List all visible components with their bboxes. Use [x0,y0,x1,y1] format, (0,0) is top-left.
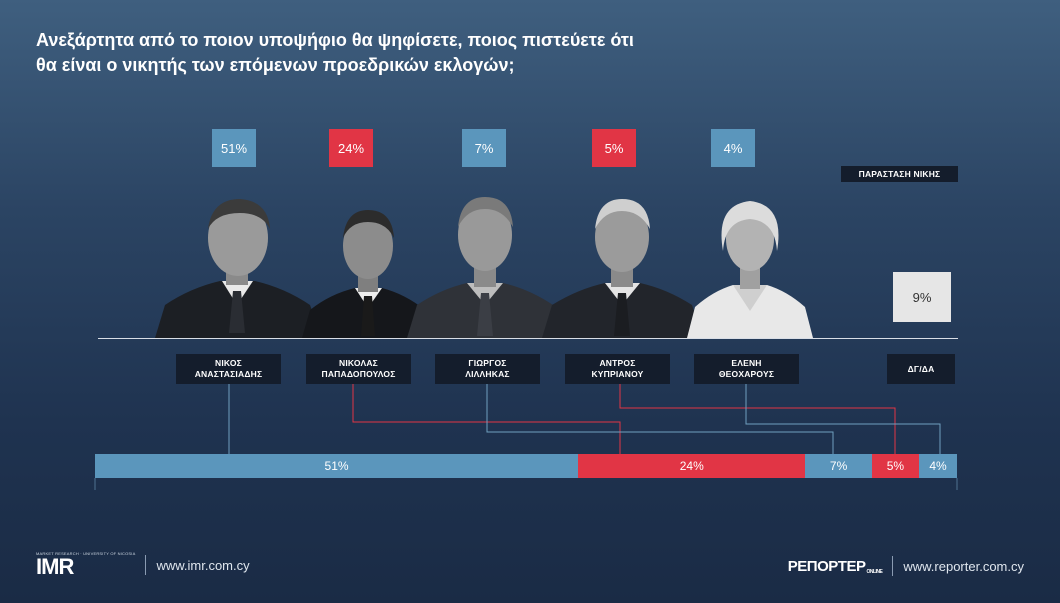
name-label-papadopoulos: ΝΙΚΟΛΑΣ ΠΑΠΑΔΟΠΟΥΛΟΣ [306,354,411,384]
name-label-anastasiadis: ΝΙΚΟΣ ΑΝΑΣΤΑΣΙΑΔΗΣ [176,354,281,384]
bar-segment-kyprianou: 5% [871,454,920,478]
name-label-theocharous: ΕΛΕΝΗ ΘΕΟΧΑΡΟΥΣ [694,354,799,384]
title-line-2: θα είναι ο νικητής των επόμενων προεδρικ… [36,55,515,75]
bar-segment-theocharous: 4% [919,454,957,478]
connector-lillikas [486,384,834,454]
name-last: ΛΙΛΛΗΚΑΣ [465,369,510,379]
name-first: ΑΝΤΡΟΣ [599,358,636,368]
footer-imr: MARKET RESEARCH · UNIVERSITY OF NICOSIA … [36,552,250,578]
photo-papadopoulos [302,210,433,338]
reporter-url-link[interactable]: www.reporter.com.cy [903,558,1024,574]
title-line-1: Ανεξάρτητα από το ποιον υποψήφιο θα ψηφί… [36,30,634,50]
name-label-lillikas: ΓΙΩΡΓΟΣ ΛΙΛΛΗΚΑΣ [435,354,540,384]
photo-baseline [98,338,958,339]
dk-percentage-box: 9% [893,272,951,322]
imr-logo: MARKET RESEARCH · UNIVERSITY OF NICOSIA … [36,552,135,578]
name-first: ΓΙΩΡΓΟΣ [468,358,507,368]
name-last: ΚΥΠΡΙΑΝΟΥ [591,369,644,379]
footer-separator [892,556,894,576]
chart-title: Ανεξάρτητα από το ποιον υποψήφιο θα ψηφί… [36,28,736,78]
imr-tagline: MARKET RESEARCH · UNIVERSITY OF NICOSIA [36,551,136,556]
pct-box-theocharous: 4% [711,129,755,167]
photo-theocharous [687,201,813,338]
imr-url-link[interactable]: www.imr.com.cy [156,557,250,573]
connector-theocharous [745,384,941,454]
bar-segment-lillikas: 7% [805,454,872,478]
reporter-logo: ΡΕΠΟΡΤΕΡONLINE [788,558,883,575]
legend-label: ΠΑΡΑΣΤΑΣΗ ΝΙΚΗΣ [841,166,958,182]
pct-box-lillikas: 7% [462,129,506,167]
photo-lillikas [407,197,563,338]
name-label-dk: ΔΓ/ΔΑ [887,354,955,384]
name-last: ΑΝΑΣΤΑΣΙΑΔΗΣ [194,369,263,379]
dk-label: ΔΓ/ΔΑ [907,363,935,374]
photo-kyprianou [542,199,703,338]
name-last: ΘΕΟΧΑΡΟΥΣ [718,369,775,379]
imr-wordmark: IMR [36,554,74,579]
name-first: ΝΙΚΟΣ [215,358,242,368]
name-first: ΕΛΕΝΗ [731,358,762,368]
bar-segment-anastasiadis: 51% [95,454,579,478]
footer-separator [145,555,147,575]
reporter-wordmark: ΡΕΠΟΡΤΕΡ [787,557,866,575]
reporter-online: ONLINE [866,568,883,575]
name-last: ΠΑΠΑΔΟΠΟΥΛΟΣ [321,369,396,379]
bar-segment-papadopoulos: 24% [578,454,806,478]
footer-reporter: ΡΕΠΟΡΤΕΡONLINE www.reporter.com.cy [788,556,1024,576]
pct-box-papadopoulos: 24% [329,129,373,167]
photo-anastasiadis [155,199,322,338]
name-label-kyprianou: ΑΝΤΡΟΣ ΚΥΠΡΙΑΝΟΥ [565,354,670,384]
name-first: ΝΙΚΟΛΑΣ [339,358,378,368]
pct-box-kyprianou: 5% [592,129,636,167]
connector-kyprianou [619,384,896,454]
pct-box-anastasiadis: 51% [212,129,256,167]
